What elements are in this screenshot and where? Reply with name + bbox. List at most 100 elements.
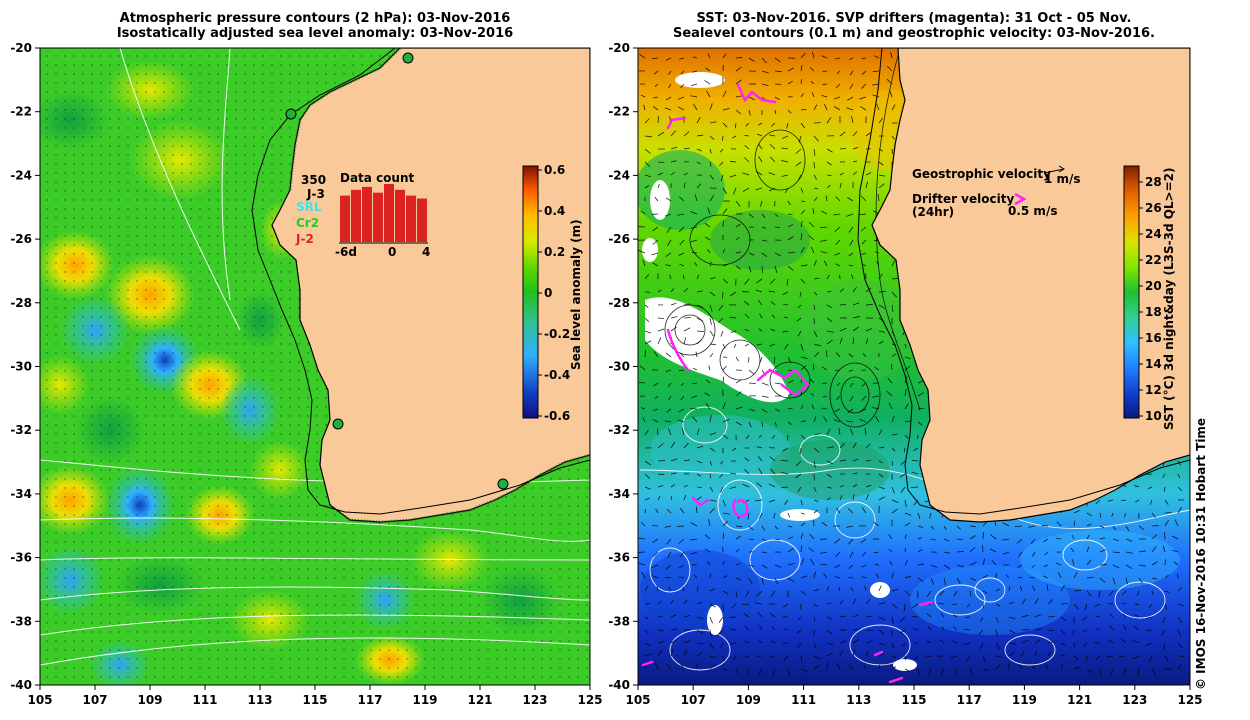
- velocity-arrow: [757, 455, 763, 462]
- velocity-arrow: [774, 96, 780, 101]
- velocity-arrow: [813, 603, 818, 608]
- velocity-arrow: [1056, 537, 1062, 540]
- drifter-velocity-period: (24hr): [912, 205, 954, 219]
- velocity-arrow: [834, 538, 841, 544]
- velocity-arrow: [810, 558, 815, 566]
- velocity-arrow: [709, 343, 716, 346]
- velocity-arrow: [719, 473, 724, 478]
- velocity-arrow: [670, 614, 677, 618]
- velocity-arrow: [732, 135, 737, 139]
- velocity-arrow: [1028, 525, 1036, 528]
- velocity-arrow: [813, 174, 818, 180]
- velocity-arrow: [917, 537, 922, 540]
- velocity-arrow: [735, 577, 742, 581]
- velocity-arrow: [887, 377, 893, 384]
- velocity-arrow: [834, 576, 841, 579]
- velocity-arrow: [1060, 629, 1066, 635]
- velocity-arrow: [969, 577, 977, 581]
- velocity-arrow: [748, 252, 755, 256]
- velocity-arrow: [644, 473, 651, 480]
- velocity-arrow: [839, 131, 846, 137]
- velocity-arrow: [722, 122, 728, 128]
- velocity-arrow: [891, 499, 899, 504]
- velocity-arrow: [1164, 590, 1170, 593]
- velocity-arrow: [1164, 499, 1169, 505]
- velocity-arrow: [665, 252, 672, 257]
- velocity-arrow: [734, 122, 737, 129]
- velocity-arrow: [744, 343, 750, 347]
- velocity-arrow: [912, 628, 919, 631]
- velocity-arrow: [914, 655, 919, 660]
- inset-bars: [340, 184, 427, 242]
- velocity-arrow: [1055, 562, 1062, 566]
- velocity-arrow: [813, 277, 820, 280]
- velocity-arrow: [1151, 561, 1158, 566]
- tide-gauge-marker: [497, 478, 509, 490]
- velocity-arrow: [670, 316, 678, 319]
- velocity-arrow: [865, 181, 869, 189]
- velocity-arrow: [1177, 603, 1185, 607]
- velocity-arrow: [657, 495, 661, 501]
- velocity-arrow: [852, 302, 860, 306]
- velocity-arrow: [859, 408, 867, 413]
- velocity-arrow: [644, 274, 650, 280]
- velocity-arrow: [891, 460, 894, 466]
- velocity-arrow: [874, 563, 880, 566]
- velocity-arrow: [1060, 616, 1067, 622]
- velocity-arrow: [733, 187, 737, 195]
- velocity-arrow: [1099, 537, 1106, 540]
- velocity-arrow: [1151, 577, 1158, 580]
- velocity-arrow: [742, 172, 750, 176]
- right-y-tick-label: -32: [608, 423, 630, 437]
- velocity-arrow: [1041, 524, 1049, 527]
- velocity-arrow: [865, 459, 871, 462]
- velocity-arrow: [930, 538, 936, 541]
- velocity-arrow: [774, 109, 777, 115]
- inset-title: Data count: [340, 171, 415, 185]
- velocity-arrow: [891, 353, 896, 358]
- velocity-arrow: [800, 278, 806, 284]
- velocity-arrow: [1021, 650, 1025, 657]
- velocity-arrow: [1109, 625, 1114, 631]
- velocity-arrow: [953, 614, 958, 618]
- velocity-arrow: [954, 668, 958, 676]
- velocity-arrow: [1021, 640, 1029, 644]
- velocity-arrow: [677, 106, 685, 111]
- velocity-arrow: [995, 642, 1001, 650]
- velocity-arrow: [709, 603, 716, 608]
- velocity-arrow: [878, 174, 886, 177]
- velocity-arrow: [748, 265, 752, 273]
- velocity-arrow: [709, 432, 717, 436]
- velocity-arrow: [836, 663, 841, 670]
- right-x-tick-label: 121: [1067, 693, 1092, 707]
- velocity-arrow: [860, 195, 867, 202]
- velocity-arrow: [796, 629, 802, 634]
- velocity-arrow: [1109, 668, 1114, 676]
- velocity-arrow: [1021, 598, 1027, 605]
- velocity-arrow: [693, 103, 698, 111]
- velocity-arrow: [850, 428, 854, 436]
- velocity-arrow: [1151, 512, 1157, 518]
- sst-colorbar-tick-label: 10: [1145, 409, 1162, 423]
- velocity-arrow: [812, 51, 815, 59]
- velocity-arrow: [640, 210, 646, 215]
- velocity-arrow: [813, 161, 815, 169]
- velocity-arrow: [704, 548, 711, 553]
- velocity-arrow: [691, 395, 698, 399]
- velocity-arrow: [781, 459, 789, 462]
- velocity-arrow: [1005, 574, 1010, 579]
- velocity-arrow: [735, 223, 741, 228]
- velocity-arrow: [683, 599, 688, 605]
- right-y-tick-label: -30: [608, 360, 630, 374]
- velocity-arrow: [678, 369, 685, 372]
- velocity-arrow: [891, 642, 895, 649]
- velocity-arrow: [917, 668, 920, 675]
- velocity-arrow: [666, 226, 672, 233]
- velocity-arrow: [1045, 664, 1049, 670]
- velocity-arrow: [768, 290, 776, 293]
- velocity-arrow: [800, 668, 808, 673]
- velocity-arrow: [1094, 655, 1101, 661]
- velocity-arrow: [849, 395, 854, 402]
- velocity-arrow: [873, 55, 880, 59]
- velocity-arrow: [1137, 668, 1140, 676]
